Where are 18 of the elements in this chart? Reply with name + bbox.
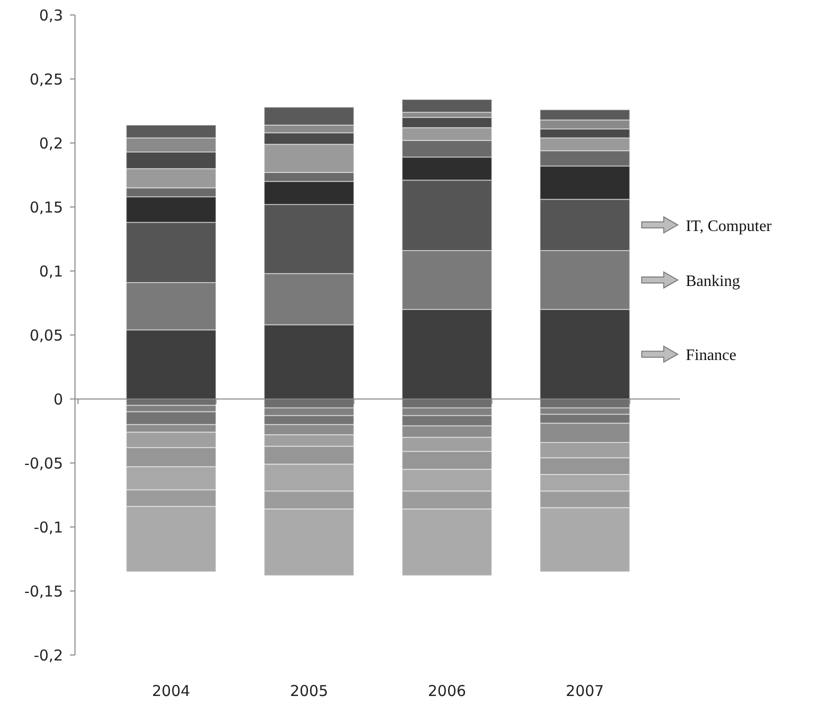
text: IT, Computer	[686, 218, 772, 235]
x-tick-label: 2005	[290, 682, 328, 700]
y-tick-label: 0,25	[30, 70, 63, 88]
y-tick-label: 0,2	[39, 134, 63, 152]
y-tick-label: -0,15	[24, 582, 63, 600]
y-tick-label: 0	[53, 390, 63, 408]
x-tick-label: 2004	[152, 682, 190, 700]
x-tick-label: 2007	[566, 682, 604, 700]
y-tick-label: -0,1	[34, 518, 63, 536]
y-tick-label: 0,05	[30, 326, 63, 344]
text: Banking	[686, 272, 740, 290]
y-tick-label: 0,15	[30, 198, 63, 216]
y-tick-label: 0,1	[39, 262, 63, 280]
y-tick-label: 0,3	[39, 6, 63, 24]
y-tick-label: -0,2	[34, 646, 63, 664]
y-tick-label: -0,05	[24, 454, 63, 472]
text: Finance	[686, 347, 736, 364]
x-tick-label: 2006	[428, 682, 466, 700]
